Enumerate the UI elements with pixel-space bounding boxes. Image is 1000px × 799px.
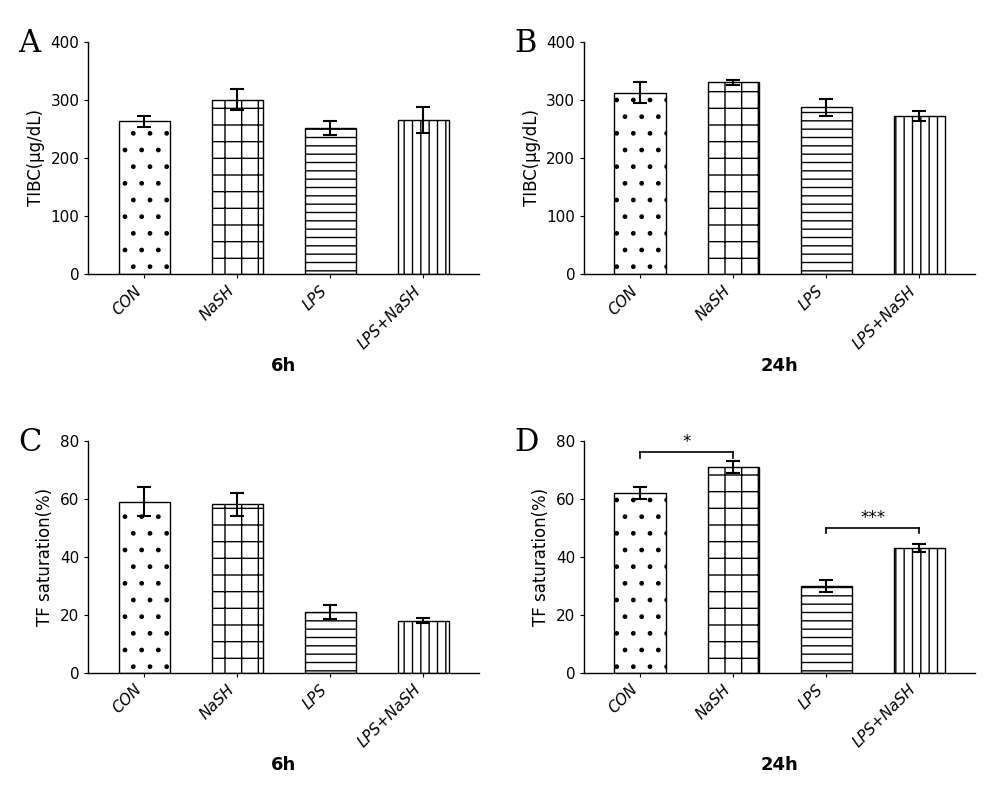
- Text: D: D: [514, 427, 538, 458]
- Bar: [305, 612, 356, 673]
- Bar: [398, 621, 449, 673]
- X-axis label: 24h: 24h: [761, 756, 798, 774]
- Bar: [119, 502, 170, 673]
- Bar: [708, 82, 759, 274]
- Bar: [801, 107, 852, 274]
- Bar: [894, 116, 945, 274]
- Bar: [305, 128, 356, 274]
- Y-axis label: TIBC(μg/dL): TIBC(μg/dL): [523, 109, 541, 206]
- Bar: [614, 93, 666, 274]
- Text: C: C: [18, 427, 41, 458]
- X-axis label: 6h: 6h: [271, 756, 296, 774]
- Bar: [398, 120, 449, 274]
- Y-axis label: TIBC(μg/dL): TIBC(μg/dL): [27, 109, 45, 206]
- Y-axis label: TF saturation(%): TF saturation(%): [532, 487, 550, 626]
- Text: ***: ***: [860, 508, 885, 527]
- Bar: [212, 100, 263, 274]
- Text: *: *: [682, 433, 691, 451]
- Text: A: A: [18, 28, 40, 59]
- Bar: [894, 548, 945, 673]
- Y-axis label: TF saturation(%): TF saturation(%): [36, 487, 54, 626]
- Bar: [708, 467, 759, 673]
- Bar: [614, 493, 666, 673]
- X-axis label: 24h: 24h: [761, 357, 798, 376]
- Text: B: B: [514, 28, 536, 59]
- Bar: [801, 586, 852, 673]
- X-axis label: 6h: 6h: [271, 357, 296, 376]
- Bar: [212, 504, 263, 673]
- Bar: [119, 121, 170, 274]
